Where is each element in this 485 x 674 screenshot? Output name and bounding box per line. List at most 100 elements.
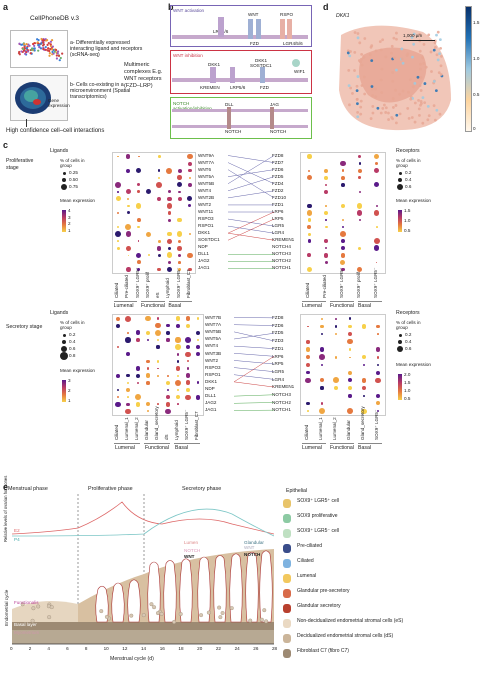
bottom-mean-title: Mean expression: [60, 368, 95, 373]
dotplot-dot: [306, 266, 312, 272]
gene-label: WNT4: [198, 188, 212, 193]
tissue-spot: [391, 97, 395, 101]
tissue-spot: [356, 102, 359, 106]
tissue-spot: [418, 84, 422, 88]
dotplot-dot: [126, 267, 131, 272]
gland: [245, 551, 259, 623]
group-label: Basal: [175, 445, 188, 451]
stromal-cell: [20, 602, 25, 607]
group-divider: [114, 301, 138, 302]
tissue-spot: [416, 75, 420, 79]
umap-plot: [17, 37, 64, 62]
tissue-spot: [423, 101, 427, 105]
panel-label-a: a: [3, 2, 9, 12]
interaction-line: [234, 360, 274, 365]
tissue-spot: [421, 121, 425, 125]
tissue-spot: [439, 73, 443, 76]
panel-a: CellPhoneDB v.3 a- Differentially expres…: [0, 0, 168, 140]
size-legend-dot: [396, 345, 404, 353]
group-label: Basal: [358, 303, 371, 309]
group-divider: [174, 443, 200, 444]
tissue-spot: [430, 70, 433, 73]
dotplot-dot: [135, 373, 141, 378]
dotplot-dot: [334, 325, 338, 328]
dotplot-dot: [115, 231, 122, 238]
column-label: Lumenal_1: [124, 417, 129, 440]
dotplot-dot: [156, 181, 162, 188]
dotplot-dot: [157, 253, 161, 257]
xtick: 18: [178, 646, 184, 651]
tissue-spot: [408, 78, 412, 81]
umap-point: [61, 52, 64, 55]
dotplot-dot: [376, 401, 380, 406]
dotplot-dot: [175, 337, 181, 343]
tissue-spot: [427, 33, 431, 37]
dotplot-dot: [158, 176, 161, 179]
dotplot-dot: [166, 395, 170, 400]
tissue-spot: [391, 79, 395, 83]
dotplot-dot: [115, 181, 121, 188]
dotplot-dot: [165, 380, 171, 386]
dotplot-dot: [376, 355, 380, 359]
column-label: Ciliated: [114, 424, 119, 440]
gene-label: DKK1: [205, 378, 218, 384]
dotplot-dot: [157, 367, 159, 370]
cycle-illustration: [12, 494, 274, 645]
stromal-cell: [229, 606, 234, 611]
tissue-spot: [418, 49, 422, 53]
dotplot-dot: [115, 401, 121, 407]
dotplot-dot: [320, 317, 324, 320]
tissue-spot: [356, 110, 360, 114]
dotplot-dot: [167, 238, 172, 244]
dotplot-dot: [362, 363, 366, 367]
tissue-spot: [433, 118, 437, 122]
column-label: Glandular: [346, 420, 351, 440]
gland: [213, 555, 227, 623]
dotplot-dot: [137, 190, 140, 194]
stromal-cell: [47, 615, 52, 620]
legend-swatch: [283, 604, 291, 613]
legend-swatch: [283, 589, 291, 598]
gene-label: LRP6: [272, 209, 284, 214]
dotplot-dot: [306, 210, 313, 216]
dotplot-dot: [325, 205, 328, 207]
legend-swatch: [283, 499, 291, 508]
legend-label: Glandular secretory: [297, 603, 341, 609]
gene-label: JAG1: [198, 265, 210, 270]
tissue-spot: [432, 104, 436, 108]
stromal-cell: [149, 602, 154, 607]
dotplot-dot: [363, 394, 365, 397]
dotplot-dot: [373, 245, 380, 252]
umap-point: [54, 48, 58, 52]
dotplot-dot: [320, 363, 324, 367]
xtick: 0: [10, 646, 13, 651]
size-legend-label: 0.6: [405, 346, 412, 351]
tissue-spot: [395, 113, 399, 117]
xtick: 22: [215, 646, 221, 651]
size-legend-dot: [61, 177, 67, 183]
group-divider: [302, 301, 326, 302]
gene-label: FZD7: [272, 160, 284, 165]
umap-point: [58, 59, 61, 62]
size-legend-dot: [398, 171, 402, 175]
b-lbl-lrp2: LRP5/6: [230, 85, 246, 90]
dotplot-dot: [127, 396, 129, 399]
gene-expression-label: Gene expression: [48, 98, 70, 108]
dotplot-dot: [125, 387, 131, 393]
tissue-spot: [348, 54, 352, 58]
bottom-lig-size-legend: 0.2 0.4 0.6 0.8: [59, 332, 100, 364]
group-label: Lumenal: [115, 445, 135, 451]
size-legend-label: 0.2: [405, 170, 412, 175]
umap-point: [51, 48, 54, 51]
group-label: Lumenal: [302, 303, 322, 309]
dotplot-dot: [341, 182, 345, 187]
umap-point: [47, 47, 50, 50]
group-label: Lumenal: [302, 445, 322, 451]
dotplot-dot: [305, 362, 311, 368]
tissue-spot: [349, 86, 353, 90]
membrane-4: [172, 125, 308, 128]
group-divider: [168, 301, 192, 302]
interaction-line: [228, 155, 274, 184]
tissue-spot: [401, 89, 405, 93]
tissue-spot: [360, 52, 364, 56]
